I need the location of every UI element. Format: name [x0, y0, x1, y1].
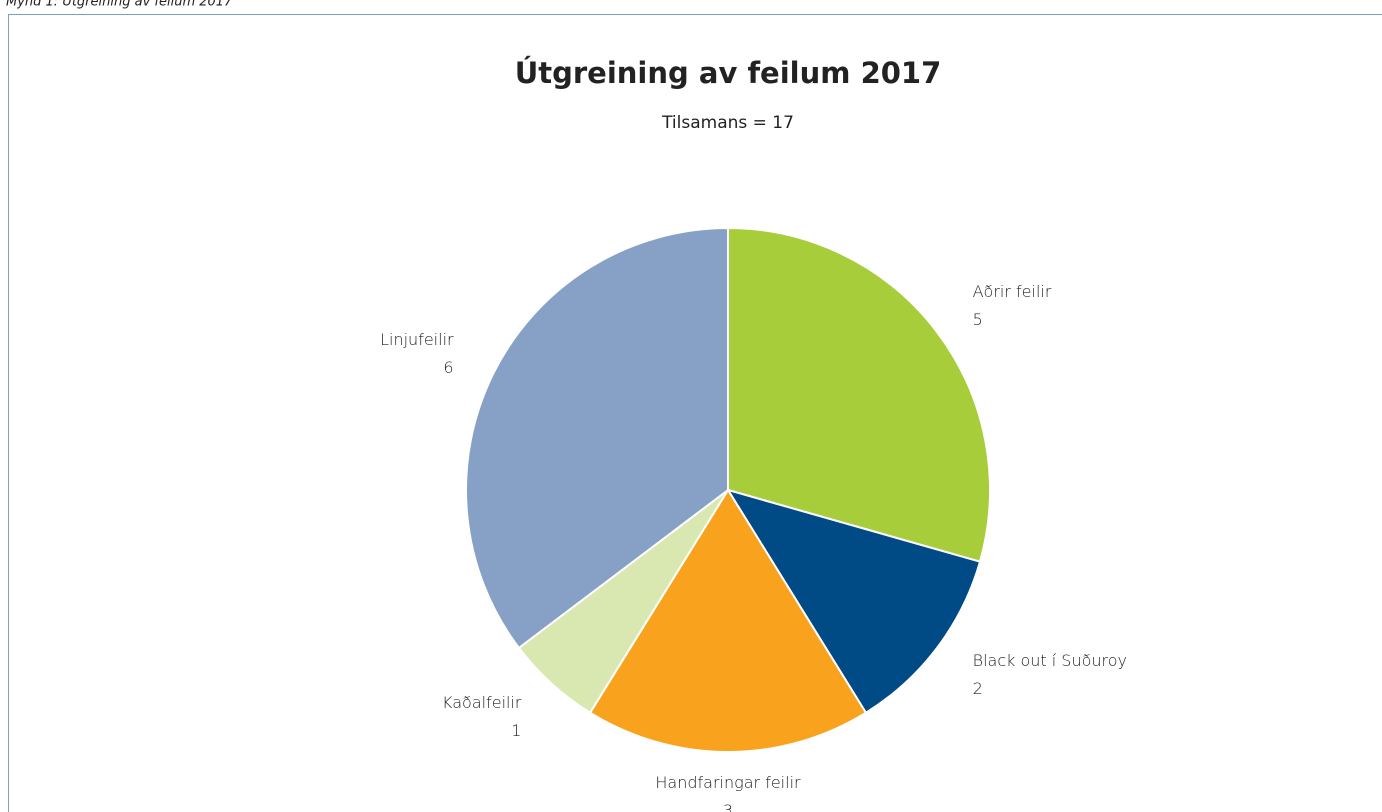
- slice-label: Aðrir feilir: [973, 282, 1052, 301]
- slice-label: Black out í Suðuroy: [973, 651, 1127, 670]
- pie-slice: [465, 226, 729, 650]
- chart-frame: [8, 14, 1382, 812]
- chart-subtitle: Tilsamans = 17: [661, 113, 794, 133]
- slice-label: Kaðalfeilir: [442, 693, 522, 712]
- slice-value: 1: [511, 721, 521, 740]
- pie-slice: [725, 488, 982, 715]
- slice-label: Handfaringar feilir: [655, 773, 801, 792]
- slice-value: 6: [443, 358, 453, 377]
- slice-value: 2: [973, 679, 983, 698]
- slice-label: Linjufeilir: [380, 330, 454, 349]
- slice-value: 5: [973, 310, 983, 329]
- pie-slice: [588, 488, 868, 753]
- chart-title: Útgreining av feilum 2017: [515, 56, 942, 90]
- caption: Mynd 1: Útgreining av feilum 2017: [6, 0, 233, 10]
- pie-slice: [727, 226, 991, 563]
- slice-value: 3: [723, 801, 733, 812]
